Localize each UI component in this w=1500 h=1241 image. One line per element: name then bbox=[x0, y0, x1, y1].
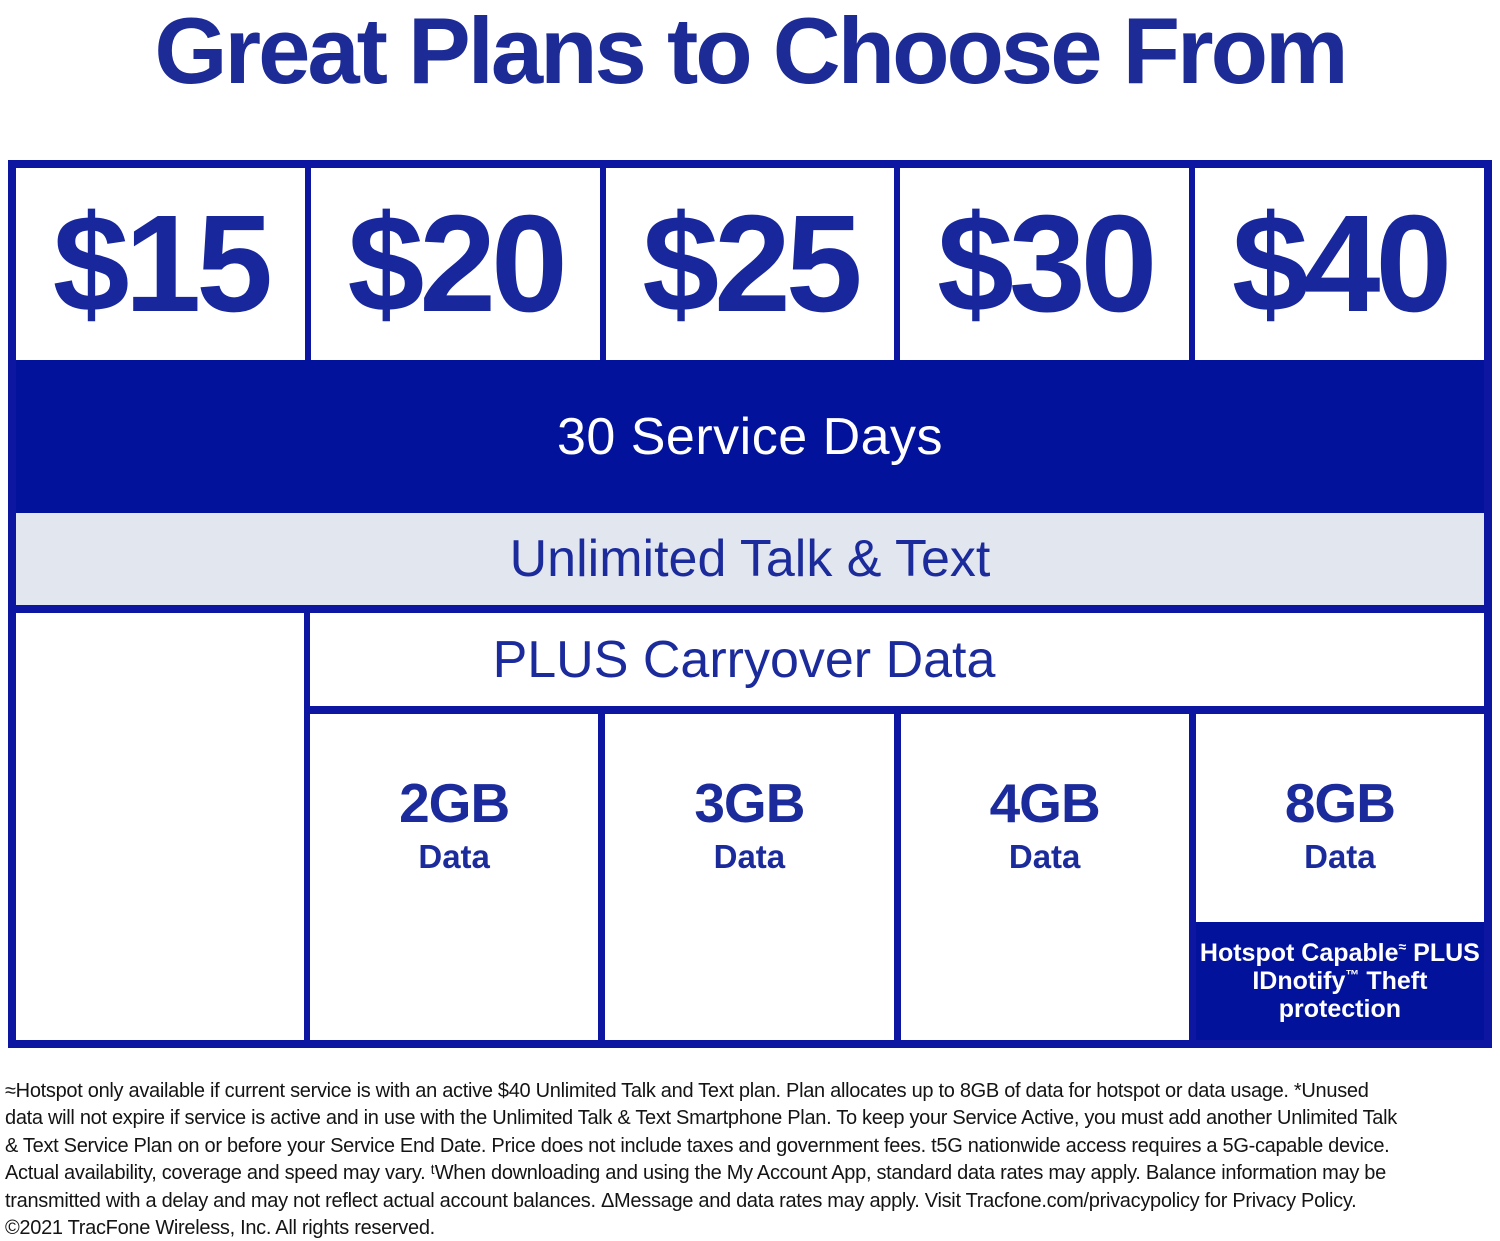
data-label: Data bbox=[1304, 838, 1376, 875]
hotspot-line-2: IDnotify™ Theft protection bbox=[1252, 966, 1428, 1023]
data-label: Data bbox=[1008, 838, 1081, 875]
empty-cell-15 bbox=[16, 613, 310, 1040]
talk-text-row: Unlimited Talk & Text bbox=[16, 513, 1484, 605]
data-cell-3gb: 3GB Data bbox=[605, 714, 901, 1040]
carryover-columns: PLUS Carryover Data 2GB Data 3GB Data 4G… bbox=[310, 613, 1484, 1040]
data-cell-2gb: 2GB Data bbox=[310, 714, 606, 1040]
plans-table: $15 $20 $25 $30 $40 30 Service Days Unli… bbox=[8, 160, 1492, 1048]
data-amount: 3GB bbox=[694, 772, 805, 834]
price-cell-30: $30 bbox=[900, 168, 1196, 360]
data-amount: 4GB bbox=[989, 772, 1101, 834]
legal-disclaimer: ≈Hotspot only available if current servi… bbox=[5, 1078, 1497, 1241]
legal-line-1: ≈Hotspot only available if current servi… bbox=[5, 1080, 1369, 1102]
legal-line-5: transmitted with a delay and may not ref… bbox=[5, 1189, 1357, 1212]
data-allotment-row: 2GB Data 3GB Data 4GB Data 8GB Data bbox=[310, 706, 1484, 1040]
approx-footnote-mark: ≈ bbox=[1398, 938, 1407, 955]
data-label: Data bbox=[713, 838, 786, 875]
legal-line-3: & Text Service Plan on or before your Se… bbox=[5, 1134, 1390, 1157]
legal-line-6: ©2021 TracFone Wireless, Inc. All rights… bbox=[5, 1217, 435, 1240]
service-days-row: 30 Service Days bbox=[16, 360, 1484, 513]
price-cell-40: $40 bbox=[1195, 168, 1484, 360]
price-cell-25: $25 bbox=[605, 168, 901, 360]
data-amount: 2GB bbox=[399, 772, 510, 834]
data-cell-4gb: 4GB Data bbox=[900, 714, 1196, 1040]
hotspot-banner: Hotspot Capable≈ PLUS IDnotify™ Theft pr… bbox=[1195, 922, 1484, 1040]
hotspot-line-1: Hotspot Capable≈ PLUS bbox=[1199, 938, 1480, 967]
price-cell-20: $20 bbox=[310, 168, 606, 360]
legal-line-2: data will not expire if service is activ… bbox=[5, 1107, 1397, 1130]
price-cell-15: $15 bbox=[16, 168, 311, 360]
carryover-header: PLUS Carryover Data bbox=[310, 613, 1484, 706]
data-cell-8gb: 8GB Data Hotspot Capable≈ PLUS IDnotify™… bbox=[1195, 714, 1484, 1040]
data-amount: 8GB bbox=[1284, 772, 1396, 834]
page-title: Great Plans to Choose From bbox=[154, 0, 1348, 103]
legal-line-4: Actual availability, coverage and speed … bbox=[5, 1162, 1386, 1185]
bottom-section: PLUS Carryover Data 2GB Data 3GB Data 4G… bbox=[16, 605, 1484, 1040]
price-row: $15 $20 $25 $30 $40 bbox=[16, 168, 1484, 360]
carryover-label: PLUS Carryover Data bbox=[492, 630, 996, 689]
data-label: Data bbox=[418, 838, 490, 875]
trademark-mark: ™ bbox=[1345, 966, 1360, 983]
